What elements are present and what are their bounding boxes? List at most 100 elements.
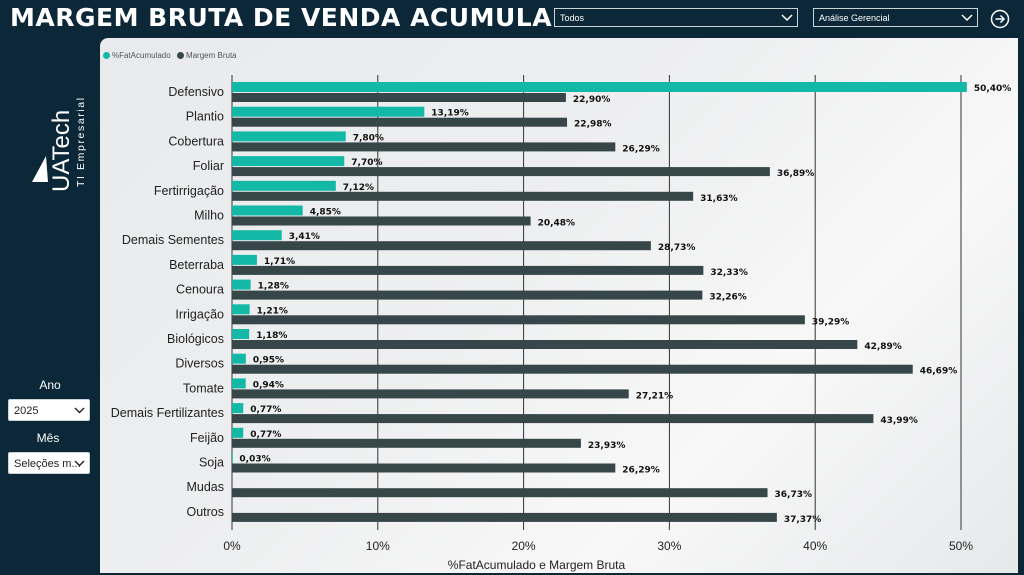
- legend-item[interactable]: Margem Bruta: [176, 51, 237, 60]
- chart-category-labels: Defensivo Plantio Cobertura Foliar Fertirrig…: [111, 85, 224, 519]
- filter-dropdown-value: Todos: [560, 13, 585, 23]
- data-label: 1,71%: [264, 257, 295, 267]
- bar-margem-bruta: [232, 216, 531, 226]
- category-label: Feijão: [190, 431, 224, 445]
- category-label: Milho: [194, 209, 224, 223]
- category-label: Mudas: [186, 480, 224, 494]
- bar-fatacumulado: [232, 82, 967, 92]
- bar-margem-bruta: [232, 167, 770, 177]
- data-label: 0,94%: [253, 380, 284, 390]
- bar-fatacumulado: [232, 452, 233, 463]
- bar-margem-bruta: [232, 241, 651, 251]
- category-label: Beterraba: [169, 258, 224, 272]
- bar-fatacumulado: [232, 427, 244, 438]
- data-label: 0,77%: [250, 405, 281, 415]
- bar-margem-bruta: [232, 364, 913, 374]
- data-label: 28,73%: [658, 243, 696, 253]
- data-label: 0,95%: [253, 356, 284, 366]
- x-tick-label: 50%: [949, 539, 973, 553]
- bar-margem-bruta: [232, 265, 704, 275]
- bar-margem-bruta: [232, 191, 694, 201]
- bar-fatacumulado: [232, 156, 345, 167]
- data-label: 1,18%: [256, 331, 287, 341]
- legend-dot-icon: [176, 52, 184, 60]
- ano-label: Ano: [39, 378, 61, 392]
- filter-dropdown-analise[interactable]: Análise Gerencial: [813, 8, 978, 27]
- bar-margem-bruta: [232, 340, 858, 349]
- category-label: Biológicos: [167, 332, 224, 346]
- category-label: Cobertura: [168, 134, 224, 148]
- bar-fatacumulado: [232, 353, 246, 364]
- data-label: 4,85%: [310, 208, 341, 218]
- chevron-down-icon: [781, 14, 793, 22]
- data-label: 39,29%: [812, 317, 850, 327]
- data-label: 22,90%: [573, 95, 611, 105]
- bar-margem-bruta: [232, 463, 616, 473]
- mes-value: Seleções m...: [14, 458, 81, 470]
- x-tick-label: 0%: [223, 539, 241, 553]
- bar-fatacumulado: [232, 180, 336, 191]
- data-label: 32,26%: [709, 293, 747, 303]
- logo-main-text: UATech: [48, 110, 75, 192]
- mes-select[interactable]: Seleções m...: [8, 452, 90, 474]
- bar-margem-bruta: [232, 93, 566, 102]
- bar-margem-bruta: [232, 142, 616, 152]
- data-label: 20,48%: [538, 219, 576, 229]
- filter-dropdown-value: Análise Gerencial: [819, 13, 890, 23]
- bar-fatacumulado: [232, 205, 303, 216]
- filter-dropdown-todos[interactable]: Todos: [554, 8, 798, 27]
- chevron-down-icon: [74, 407, 85, 414]
- data-label: 36,89%: [777, 169, 815, 179]
- chart-legend: %FatAcumulado Margem Bruta: [103, 51, 241, 60]
- legend-item[interactable]: %FatAcumulado: [103, 51, 171, 60]
- chart-data-labels: 50,40% 22,90% 13,19% 22,98% 7,80% 26,29% 7,70%…: [239, 84, 1011, 525]
- data-label: 43,99%: [880, 416, 918, 426]
- category-label: Tomate: [183, 381, 224, 395]
- chevron-down-icon: [961, 14, 973, 22]
- ano-value: 2025: [14, 405, 39, 417]
- data-label: 13,19%: [431, 109, 469, 119]
- category-label: Demais Fertilizantes: [111, 406, 224, 420]
- mes-label: Mês: [36, 431, 60, 445]
- page-title: MARGEM BRUTA DE VENDA ACUMULADA: [10, 3, 594, 32]
- bar-margem-bruta: [232, 315, 805, 325]
- bar-margem-bruta: [232, 488, 768, 498]
- data-label: 46,69%: [920, 367, 958, 377]
- bar-fatacumulado: [232, 304, 250, 315]
- data-label: 1,28%: [258, 282, 289, 292]
- bar-margem-bruta: [232, 389, 629, 399]
- x-tick-label: 30%: [657, 539, 681, 553]
- category-label: Soja: [199, 456, 224, 470]
- data-label: 42,89%: [864, 342, 902, 352]
- bar-margem-bruta: [232, 438, 581, 448]
- data-label: 7,12%: [343, 183, 374, 193]
- data-label: 32,33%: [710, 268, 748, 278]
- chart-bars: [232, 82, 967, 522]
- chart-canvas: [100, 38, 1018, 573]
- bar-fatacumulado: [232, 329, 250, 339]
- x-tick-label: 20%: [512, 539, 536, 553]
- ano-select[interactable]: 2025: [8, 399, 90, 421]
- chevron-down-icon: [74, 460, 85, 467]
- bar-margem-bruta: [232, 414, 874, 424]
- x-tick-label: 10%: [366, 539, 390, 553]
- arrow-right-circle-icon[interactable]: [990, 9, 1010, 29]
- data-label: 1,21%: [257, 306, 288, 316]
- category-label: Outros: [186, 505, 224, 519]
- data-label: 26,29%: [622, 466, 660, 476]
- legend-label: Margem Bruta: [185, 51, 237, 60]
- x-axis-title: %FatAcumulado e Margem Bruta: [448, 558, 626, 572]
- bar-fatacumulado: [232, 131, 346, 142]
- data-label: 50,40%: [974, 84, 1012, 94]
- category-label: Diversos: [175, 357, 224, 371]
- legend-label: %FatAcumulado: [112, 51, 171, 60]
- data-label: 27,21%: [636, 391, 674, 401]
- category-label: Irrigação: [175, 307, 224, 321]
- bar-margem-bruta: [232, 512, 777, 522]
- bar-fatacumulado: [232, 254, 257, 265]
- category-label: Foliar: [193, 159, 224, 173]
- bar-fatacumulado: [232, 106, 425, 117]
- data-label: 0,03%: [239, 455, 270, 465]
- x-tick-label: 40%: [803, 539, 827, 553]
